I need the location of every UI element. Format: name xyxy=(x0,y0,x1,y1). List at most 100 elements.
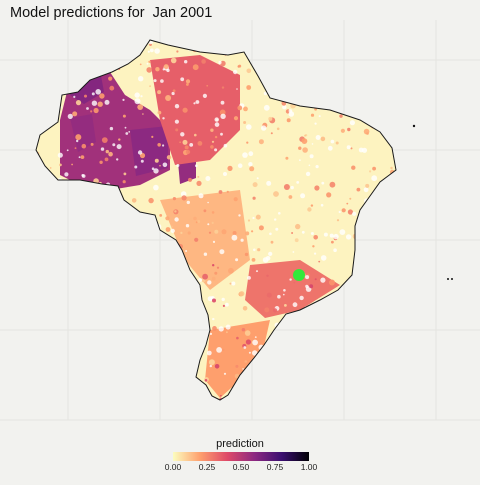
municipality-speck xyxy=(137,386,141,391)
municipality-speck xyxy=(108,262,111,265)
municipality-speck xyxy=(55,40,59,43)
municipality-speck xyxy=(218,60,222,65)
municipality-speck xyxy=(190,278,196,285)
municipality-speck xyxy=(242,368,244,370)
municipality-speck xyxy=(277,65,282,70)
municipality-speck xyxy=(41,119,46,124)
municipality-speck xyxy=(36,347,41,354)
municipality-speck xyxy=(125,132,129,135)
municipality-speck xyxy=(37,306,43,312)
municipality-speck xyxy=(243,121,247,124)
municipality-speck xyxy=(313,385,320,392)
municipality-speck xyxy=(51,215,56,220)
municipality-speck xyxy=(46,391,50,395)
municipality-speck xyxy=(103,362,108,366)
municipality-speck xyxy=(172,89,176,93)
municipality-speck xyxy=(358,147,364,153)
municipality-speck xyxy=(74,147,77,150)
municipality-speck xyxy=(350,147,353,150)
municipality-speck xyxy=(131,285,137,291)
municipality-speck xyxy=(100,147,105,151)
municipality-speck xyxy=(320,255,327,261)
municipality-speck xyxy=(209,364,212,368)
municipality-speck xyxy=(36,340,40,346)
municipality-speck xyxy=(278,88,282,93)
municipality-speck xyxy=(85,253,87,256)
municipality-speck xyxy=(334,354,340,360)
municipality-speck xyxy=(284,380,291,387)
municipality-speck xyxy=(273,191,279,197)
municipality-speck xyxy=(336,102,340,106)
municipality-speck xyxy=(295,223,301,230)
municipality-speck xyxy=(202,273,209,280)
municipality-speck xyxy=(183,282,188,288)
municipality-speck xyxy=(155,366,159,370)
municipality-speck xyxy=(338,395,343,400)
municipality-speck xyxy=(98,378,105,385)
municipality-speck xyxy=(81,143,87,149)
municipality-speck xyxy=(235,364,239,368)
municipality-speck xyxy=(89,279,93,283)
municipality-speck xyxy=(356,297,363,304)
municipality-speck xyxy=(365,183,370,188)
municipality-speck xyxy=(285,156,289,160)
municipality-speck xyxy=(198,193,204,199)
municipality-speck xyxy=(324,57,326,59)
municipality-speck xyxy=(395,139,396,144)
municipality-speck xyxy=(94,363,100,369)
municipality-speck xyxy=(384,350,389,355)
municipality-speck xyxy=(99,56,105,62)
municipality-speck xyxy=(149,85,152,88)
municipality-speck xyxy=(345,389,350,394)
municipality-speck xyxy=(242,306,248,311)
municipality-speck xyxy=(104,187,107,190)
municipality-speck xyxy=(36,42,39,48)
municipality-speck xyxy=(231,281,236,286)
municipality-speck xyxy=(36,266,39,270)
municipality-speck xyxy=(194,237,199,242)
municipality-speck xyxy=(323,315,328,321)
municipality-speck xyxy=(122,98,125,101)
municipality-speck xyxy=(160,296,163,299)
municipality-speck xyxy=(41,92,47,97)
municipality-speck xyxy=(197,175,200,178)
municipality-speck xyxy=(221,297,225,302)
municipality-speck xyxy=(286,318,292,325)
municipality-speck xyxy=(185,149,191,155)
municipality-speck xyxy=(360,309,366,314)
municipality-speck xyxy=(320,104,324,108)
municipality-speck xyxy=(159,164,161,167)
municipality-speck xyxy=(264,388,271,395)
highlight-patch xyxy=(293,269,305,281)
municipality-speck xyxy=(370,375,376,381)
municipality-speck xyxy=(214,122,220,127)
municipality-speck xyxy=(68,184,72,187)
municipality-speck xyxy=(266,180,272,186)
municipality-speck xyxy=(208,359,215,366)
municipality-speck xyxy=(126,209,129,212)
municipality-speck xyxy=(110,215,113,218)
municipality-speck xyxy=(170,228,175,233)
municipality-speck xyxy=(381,354,385,359)
municipality-speck xyxy=(153,168,159,174)
region-southeast-coast xyxy=(245,260,340,318)
municipality-speck xyxy=(134,92,140,98)
municipality-speck xyxy=(218,326,224,332)
municipality-speck xyxy=(300,371,306,378)
municipality-speck xyxy=(116,158,119,161)
municipality-speck xyxy=(344,364,350,370)
municipality-speck xyxy=(134,98,141,105)
municipality-speck xyxy=(345,291,348,294)
municipality-speck xyxy=(97,232,101,236)
municipality-speck xyxy=(226,331,228,334)
municipality-speck xyxy=(105,149,110,154)
municipality-speck xyxy=(335,141,339,145)
municipality-speck xyxy=(263,91,268,96)
municipality-speck xyxy=(252,182,258,188)
municipality-speck xyxy=(121,202,124,205)
municipality-speck xyxy=(39,253,46,260)
municipality-speck xyxy=(210,128,214,132)
municipality-speck xyxy=(95,348,98,351)
municipality-speck xyxy=(259,353,265,359)
municipality-speck xyxy=(258,139,264,145)
